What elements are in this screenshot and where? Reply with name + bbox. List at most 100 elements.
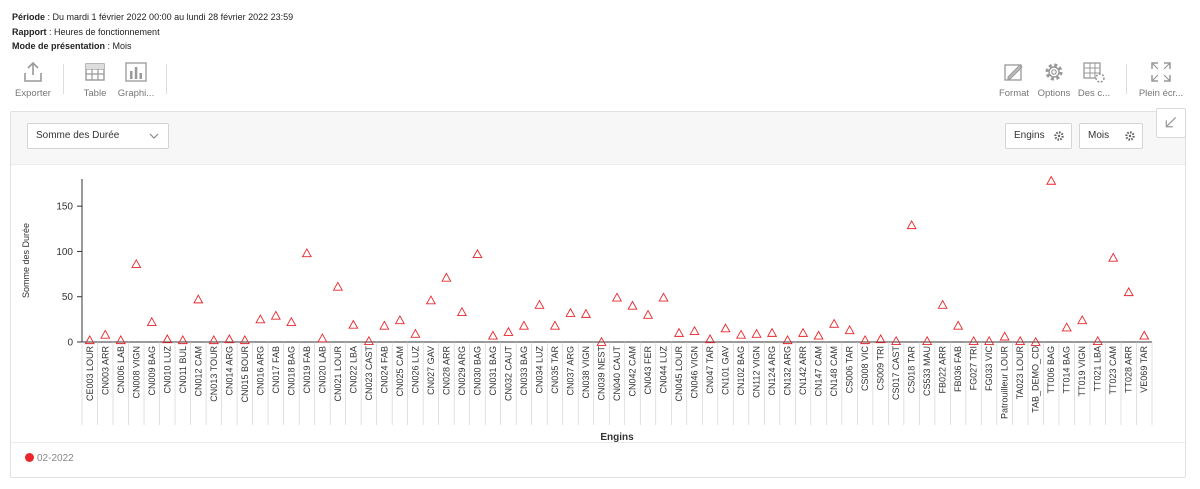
x-tick-label: CN034 LUZ (534, 346, 544, 394)
data-point (689, 325, 700, 336)
y-tick-label: 50 (62, 292, 74, 303)
gear-icon (1054, 131, 1064, 141)
x-tick-label: CN148 CAM (829, 346, 839, 397)
x-tick-label: CN024 FAB (379, 346, 389, 394)
data-point (1015, 335, 1026, 345)
data-point (1092, 335, 1103, 345)
x-tick-label: CN102 BAG (736, 346, 746, 396)
collapse-chart-button[interactable] (1156, 108, 1186, 138)
data-point (301, 248, 312, 258)
x-tick-label: CS533 MAU (922, 346, 932, 396)
data-point (84, 334, 95, 345)
data-point (1061, 322, 1072, 332)
x-tick-label: CN132 ARG (783, 346, 793, 396)
fullscreen-button[interactable]: Plein écr... (1136, 60, 1186, 99)
data-point (829, 318, 840, 328)
x-tick-label: CN037 ARG (565, 346, 575, 396)
x-tick-label: CN043 FER (643, 345, 653, 394)
gear-icon (1125, 131, 1135, 141)
data-point (177, 334, 188, 345)
y-axis-title: Somme des Durée (21, 223, 31, 298)
toolbar-divider (1126, 64, 1127, 94)
x-tick-label: CN038 VIGN (581, 346, 591, 399)
data-point (1030, 336, 1041, 346)
x-tick-label: TT019 VIGN (1077, 346, 1087, 397)
x-tick-label: CN003 ARR (100, 346, 110, 396)
x-tick-label: CN142 ARR (798, 346, 808, 396)
x-tick-label: CN029 ARG (457, 346, 467, 396)
chart-panel: Somme des Durée Engins Mois 0 50 100 150 Som… (10, 108, 1186, 478)
report-line: Rapport : Heures de fonctionnement (12, 26, 160, 37)
data-point (565, 307, 576, 317)
x-tick-label: CN009 BAG (147, 346, 157, 396)
x-tick-label: CN006 LAB (116, 346, 126, 394)
x-tick-label: CN032 CAUT (503, 345, 513, 401)
table-settings-icon (1082, 60, 1106, 84)
table-button[interactable]: Table (80, 60, 110, 99)
x-tick-label: CN030 BAG (472, 346, 482, 396)
x-tick-label: TT028 ARR (1124, 346, 1134, 394)
legend-divider (11, 442, 1185, 443)
data-point (658, 292, 669, 302)
columns-button[interactable]: Des c... (1074, 60, 1114, 99)
x-tick-label: Patrouilleur LOUR (1000, 346, 1010, 420)
measure-select[interactable]: Somme des Durée (27, 123, 169, 149)
gear-icon (1042, 60, 1066, 84)
x-tick-label: CN042 CAM (628, 346, 638, 397)
x-tick-label: CN028 ARR (441, 346, 451, 396)
data-point (953, 320, 964, 330)
x-tick-label: CN025 CAM (395, 346, 405, 397)
chevron-down-icon (149, 133, 159, 139)
x-axis-title: Engins (600, 432, 634, 442)
x-tick-label: CN008 VIGN (131, 346, 141, 399)
y-tick-label: 100 (56, 247, 73, 258)
x-tick-label: CN027 GAV (426, 346, 436, 395)
options-button[interactable]: Options (1036, 60, 1072, 99)
x-tick-label: CN010 LUZ (162, 346, 172, 394)
data-point (596, 336, 607, 346)
format-icon (1002, 60, 1026, 84)
x-tick-label: CN022 LBA (348, 346, 358, 394)
x-tick-label: CN035 TAR (550, 346, 560, 394)
x-tick-label: CN047 TAR (705, 346, 715, 394)
x-tick-label: CN016 ARG (255, 346, 265, 396)
format-button[interactable]: Format (994, 60, 1034, 99)
data-point (208, 334, 219, 345)
x-tick-label: CN112 VIGN (752, 346, 762, 398)
data-point (627, 300, 638, 310)
data-point (1046, 175, 1057, 185)
legend-item[interactable]: 02-2022 (25, 453, 74, 464)
x-axis-dimension-button[interactable]: Engins (1005, 123, 1072, 149)
data-point (255, 314, 266, 324)
export-button[interactable]: Exporter (12, 60, 54, 99)
x-tick-label: FG033 VIC (984, 346, 994, 392)
data-point (922, 335, 933, 345)
x-tick-label: CN040 CAUT (612, 345, 622, 401)
x-tick-label: CN012 CAM (193, 346, 203, 397)
x-tick-label: CN017 FAB (271, 346, 281, 394)
x-tick-label: CN021 LOUR (333, 346, 343, 402)
x-tick-label: FB036 FAB (953, 346, 963, 392)
x-tick-label: CN011 BUL (178, 346, 188, 393)
x-tick-label: CN044 LUZ (659, 346, 669, 394)
x-tick-label: VE069 TAR (1139, 346, 1149, 393)
x-tick-label: CN020 LAB (317, 346, 327, 394)
data-point (704, 334, 716, 344)
data-point (332, 281, 343, 291)
x-tick-label: TT021 LBA (1093, 346, 1103, 392)
data-point (456, 306, 467, 317)
legend-marker-icon (25, 453, 34, 462)
data-point (798, 327, 809, 337)
data-point (1123, 286, 1134, 297)
x-tick-label: CN023 CAST (364, 346, 374, 401)
bar-chart-icon (124, 60, 148, 84)
period-button[interactable]: Mois (1079, 123, 1143, 149)
chart-button[interactable]: Graphi... (113, 60, 159, 99)
x-tick-label: CS009 TRI (876, 346, 886, 390)
chart-panel-header: Somme des Durée Engins Mois (11, 108, 1186, 165)
mode-line: Mode de présentation : Mois (12, 41, 132, 51)
x-tick-label: CN019 FAB (302, 346, 312, 394)
data-point (813, 330, 824, 340)
data-point (472, 248, 483, 259)
data-point (239, 334, 250, 345)
